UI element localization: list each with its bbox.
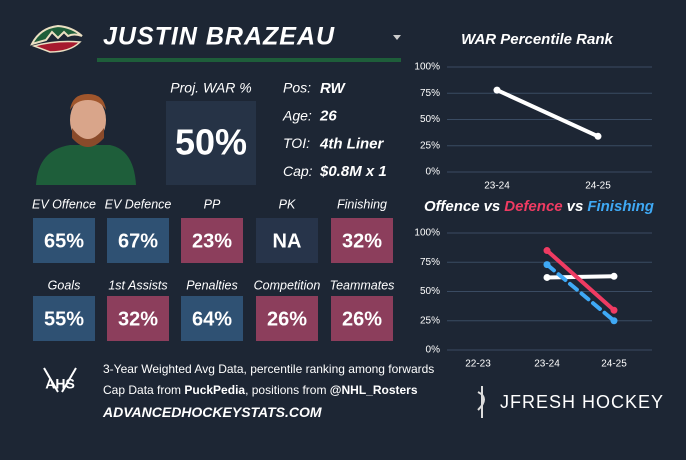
tile-value: 67% <box>118 230 158 252</box>
x-tick-label: 24-25 <box>601 359 627 370</box>
tile <box>256 218 318 263</box>
brand: JFRESH HOCKEY <box>500 392 664 412</box>
y-tick-label: 0% <box>426 167 441 178</box>
point <box>594 132 602 140</box>
ahs-logo <box>43 367 77 393</box>
x-tick-label: 23-24 <box>534 359 560 370</box>
point <box>610 272 618 280</box>
cap-note: Cap Data from PuckPedia, positions from … <box>103 383 418 397</box>
brand-icon <box>477 386 485 418</box>
chart-title-part: Finishing <box>587 198 654 215</box>
point <box>543 273 551 281</box>
chart-title: Offence vs Defence vs Finishing <box>424 198 654 215</box>
cap-note-part: @NHL_Rosters <box>329 383 418 397</box>
proj-war-box <box>166 101 256 185</box>
tile <box>181 296 243 341</box>
y-tick-label: 100% <box>414 62 440 73</box>
chart-title-part: vs <box>483 198 501 215</box>
tile-label: Competition <box>254 278 321 292</box>
chart-title-part: Defence <box>504 198 563 215</box>
chart-title-part: vs <box>566 198 584 215</box>
x-tick-label: 24-25 <box>585 181 611 192</box>
cap-note-part: PuckPedia <box>184 383 246 397</box>
proj-war-value: 50% <box>175 122 247 163</box>
bio-value: RW <box>320 80 347 97</box>
y-tick-label: 25% <box>420 140 440 151</box>
chart-title: WAR Percentile Rank <box>461 31 613 48</box>
dropdown-arrow[interactable] <box>393 35 401 40</box>
bio-label: Cap: <box>283 163 313 179</box>
divider <box>97 58 401 62</box>
point <box>610 306 618 314</box>
site: ADVANCEDHOCKEYSTATS.COM <box>103 404 322 420</box>
tile-value: 55% <box>44 308 84 330</box>
tile <box>33 218 95 263</box>
y-tick-label: 100% <box>414 228 440 239</box>
y-tick-label: 25% <box>420 315 440 326</box>
footer-note: 3-Year Weighted Avg Data, percentile ran… <box>103 362 435 376</box>
tile <box>33 296 95 341</box>
player-photo <box>36 94 136 185</box>
point <box>493 86 501 94</box>
cap-note-part: Cap Data from <box>103 383 185 397</box>
line <box>545 262 616 323</box>
bio-label: Pos: <box>283 80 311 96</box>
tile <box>107 296 169 341</box>
bio-value: 26 <box>319 108 337 125</box>
bio-value: $0.8M x 1 <box>319 163 387 180</box>
tile <box>331 296 393 341</box>
tile-label: Finishing <box>337 197 387 211</box>
line <box>495 88 600 139</box>
tile-label: PP <box>204 197 221 211</box>
tile-label: 1st Assists <box>108 278 167 292</box>
tile <box>107 218 169 263</box>
cap-note-part: , positions from <box>245 383 330 397</box>
ahs-logo-text: AHS <box>45 376 75 392</box>
proj-war-label: Proj. WAR % <box>170 80 251 96</box>
player-name: JUSTIN BRAZEAU <box>103 23 335 51</box>
tile-label: Teammates <box>330 278 395 292</box>
y-tick-label: 50% <box>420 114 440 125</box>
bio-label: Age: <box>282 107 312 123</box>
chart-title-part: Offence <box>424 198 480 215</box>
y-tick-label: 75% <box>420 257 440 268</box>
x-tick-label: 23-24 <box>484 181 510 192</box>
tile-value: 23% <box>192 230 232 252</box>
point <box>543 247 551 255</box>
tile-value: 32% <box>342 230 382 252</box>
tile-label: EV Offence <box>32 197 96 211</box>
tile-label: Goals <box>48 278 81 292</box>
y-tick-label: 75% <box>420 88 440 99</box>
tile-value: 65% <box>44 230 84 252</box>
y-tick-label: 50% <box>420 286 440 297</box>
line <box>545 248 616 313</box>
tile-label: EV Defence <box>105 197 172 211</box>
bio-label: TOI: <box>283 135 310 151</box>
team-logo <box>30 24 83 53</box>
tile-label: PK <box>279 197 296 211</box>
tile <box>256 296 318 341</box>
bio-value: 4th Liner <box>319 135 385 152</box>
tile-value: 32% <box>118 308 158 330</box>
tile-value: 26% <box>267 308 307 330</box>
tile-value: NA <box>273 230 302 252</box>
tile <box>181 218 243 263</box>
tile-label: Penalties <box>186 278 237 292</box>
line <box>545 274 616 280</box>
tile-value: 26% <box>342 308 382 330</box>
y-tick-label: 0% <box>426 345 441 356</box>
point <box>543 261 551 269</box>
point <box>610 317 618 325</box>
x-tick-label: 22-23 <box>465 359 491 370</box>
tile <box>331 218 393 263</box>
tile-value: 64% <box>192 308 232 330</box>
